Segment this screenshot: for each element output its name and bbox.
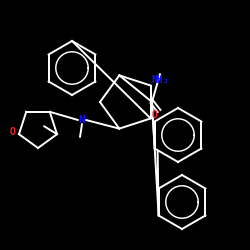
Text: O: O: [10, 127, 16, 137]
Text: N: N: [78, 115, 86, 125]
Text: O: O: [152, 110, 158, 120]
Text: NH₂: NH₂: [151, 75, 169, 85]
